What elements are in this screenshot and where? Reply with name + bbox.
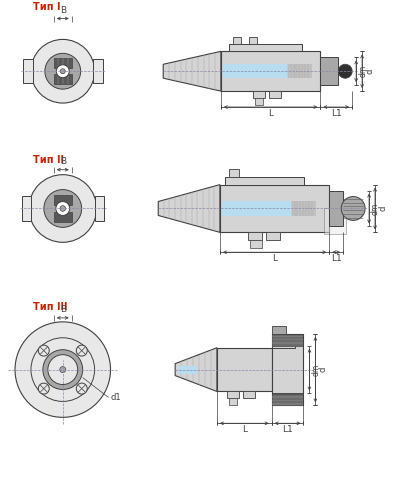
Circle shape (56, 202, 70, 216)
Polygon shape (163, 51, 221, 91)
Polygon shape (22, 195, 31, 221)
Bar (255, 98, 263, 105)
Text: L: L (242, 425, 247, 434)
Circle shape (76, 383, 87, 394)
Text: Тип II: Тип II (33, 155, 64, 165)
Bar (271, 326, 286, 334)
Polygon shape (94, 195, 103, 221)
Bar (243, 391, 255, 399)
Bar (220, 184, 329, 232)
Polygon shape (158, 184, 220, 232)
Bar (271, 334, 304, 405)
Bar (248, 232, 262, 240)
Circle shape (31, 338, 94, 401)
Bar (266, 232, 280, 240)
Bar (253, 91, 265, 98)
Circle shape (38, 345, 49, 356)
Circle shape (341, 196, 365, 220)
Bar (221, 51, 320, 91)
Bar (179, 365, 197, 374)
Bar (287, 64, 313, 78)
Text: dm: dm (311, 364, 320, 376)
Text: d1: d1 (111, 393, 121, 402)
Polygon shape (93, 59, 103, 83)
Bar (54, 58, 72, 68)
Circle shape (15, 322, 111, 417)
Text: B: B (60, 6, 66, 14)
Circle shape (44, 190, 82, 228)
Bar (223, 64, 287, 78)
Bar (233, 37, 241, 45)
Bar (320, 57, 338, 85)
Text: d: d (318, 367, 327, 372)
Text: Тип III: Тип III (33, 302, 68, 312)
Circle shape (43, 350, 83, 389)
Bar (271, 340, 295, 348)
Bar (54, 213, 72, 222)
Text: L1: L1 (331, 254, 341, 263)
Circle shape (45, 53, 81, 89)
Bar (271, 393, 304, 405)
Bar (249, 37, 257, 45)
Circle shape (60, 69, 65, 74)
Circle shape (60, 366, 66, 373)
Circle shape (338, 64, 352, 78)
Circle shape (60, 205, 66, 211)
Circle shape (48, 354, 78, 385)
Bar (227, 391, 239, 399)
Bar (329, 191, 343, 227)
Circle shape (38, 383, 49, 394)
Text: L: L (268, 109, 273, 118)
Bar (54, 74, 72, 84)
Text: dm: dm (371, 202, 380, 215)
Bar (54, 194, 72, 205)
Polygon shape (23, 59, 33, 83)
Text: L1: L1 (282, 425, 293, 434)
Text: L1: L1 (331, 109, 341, 118)
Bar (229, 169, 239, 177)
Bar (229, 399, 237, 405)
Bar (269, 91, 280, 98)
Bar (222, 201, 291, 217)
Bar (217, 348, 271, 391)
Circle shape (29, 175, 96, 242)
Bar (271, 334, 304, 346)
Text: B: B (60, 305, 66, 314)
Bar (250, 240, 262, 248)
Text: d: d (378, 206, 387, 211)
Text: Тип I: Тип I (33, 1, 60, 11)
Bar (229, 45, 302, 51)
Bar (291, 201, 316, 217)
Bar (324, 208, 346, 234)
Text: B: B (60, 157, 66, 166)
Circle shape (76, 345, 87, 356)
Text: d: d (365, 68, 374, 74)
Polygon shape (175, 348, 217, 391)
Circle shape (31, 39, 94, 103)
Circle shape (56, 65, 69, 78)
Text: dm: dm (358, 65, 367, 78)
Text: L: L (272, 254, 277, 263)
Bar (225, 177, 304, 184)
